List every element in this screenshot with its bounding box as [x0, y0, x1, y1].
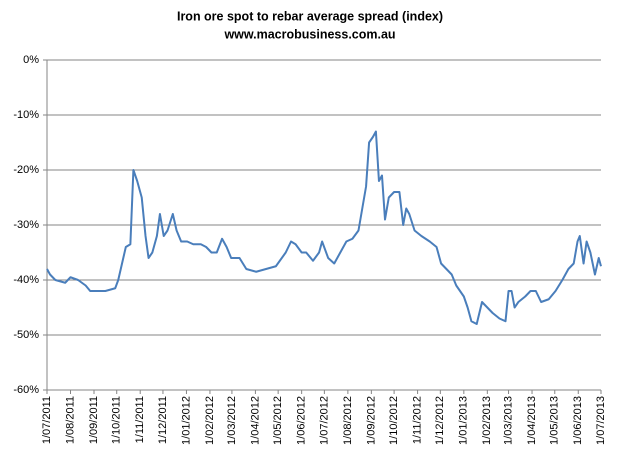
x-tick-label: 1/05/2013: [549, 396, 561, 445]
x-tick-label: 1/12/2011: [157, 396, 169, 444]
data-line: [46, 130, 602, 325]
x-tick-label: 1/05/2012: [272, 396, 284, 445]
x-tick-label: 1/07/2011: [41, 396, 53, 444]
x-tick-label: 1/07/2013: [595, 396, 607, 445]
x-tick-label: 1/07/2012: [318, 396, 330, 445]
chart-subtitle: www.macrobusiness.com.au: [223, 27, 395, 41]
y-tick-label: -30%: [13, 219, 39, 231]
x-tick-label: 1/02/2013: [481, 396, 493, 445]
x-tick-label: 1/08/2011: [64, 396, 76, 444]
x-tick-label: 1/08/2012: [342, 396, 354, 445]
chart-title: Iron ore spot to rebar average spread (i…: [177, 9, 443, 23]
x-tick-label: 1/06/2012: [296, 396, 308, 445]
x-tick-label: 1/04/2012: [249, 396, 261, 445]
x-tick-label: 1/03/2012: [226, 396, 238, 445]
y-tick-label: -10%: [13, 109, 39, 121]
x-tick-label: 1/02/2012: [204, 396, 216, 445]
x-tick-label: 1/01/2013: [458, 396, 470, 445]
x-tick-label: 1/12/2012: [434, 396, 446, 445]
x-tick-label: 1/01/2012: [180, 396, 192, 445]
x-tick-label: 1/04/2013: [526, 396, 538, 445]
x-tick-label: 1/10/2011: [111, 396, 123, 444]
x-tick-label: 1/03/2013: [502, 396, 514, 445]
x-tick-label: 1/11/2012: [412, 396, 424, 444]
x-tick-label: 1/09/2011: [88, 396, 100, 444]
x-tick-label: 1/09/2012: [365, 396, 377, 445]
y-tick-label: -60%: [13, 384, 39, 396]
x-tick-label: 1/10/2012: [388, 396, 400, 445]
x-tick-label: 1/06/2013: [572, 396, 584, 445]
y-tick-label: -50%: [13, 329, 39, 341]
y-tick-label: 0%: [23, 54, 39, 66]
y-tick-label: -20%: [13, 164, 39, 176]
y-tick-label: -40%: [13, 274, 39, 286]
x-tick-label: 1/11/2011: [134, 396, 146, 443]
